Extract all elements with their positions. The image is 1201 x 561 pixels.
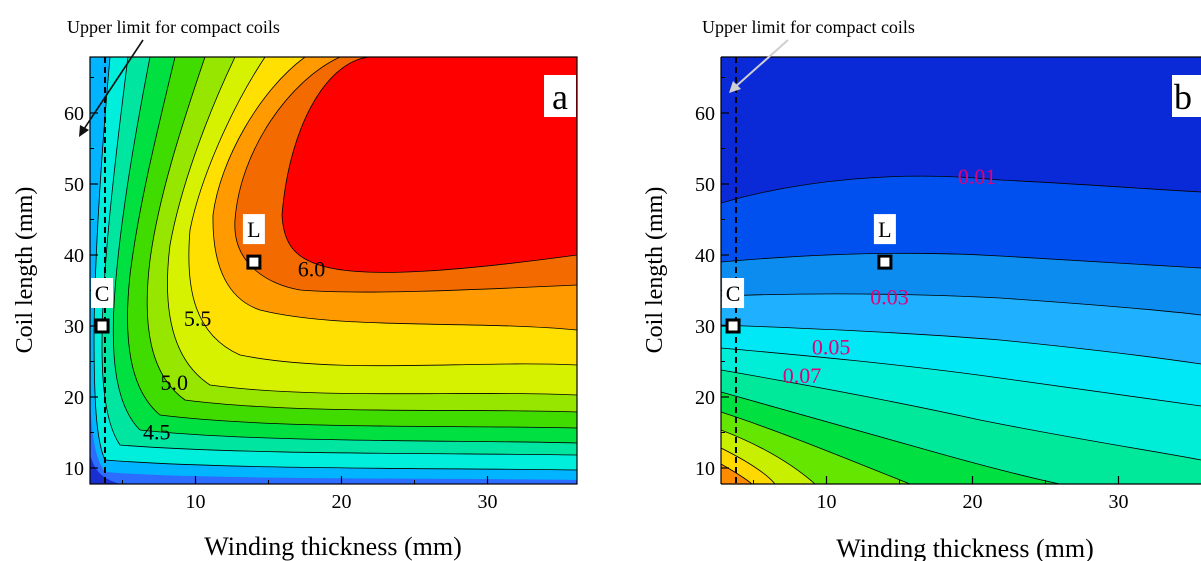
- point-label-box: [722, 278, 745, 308]
- y-tick-label: 30: [64, 316, 84, 338]
- point-label-box: [873, 214, 896, 245]
- panel-b-ticks: [721, 77, 1120, 484]
- panel-b-label-box: [1172, 75, 1201, 117]
- y-tick-label: 50: [64, 174, 84, 196]
- x-tick-label: 10: [186, 491, 206, 513]
- point-label: L: [878, 217, 891, 242]
- y-tick-label: 10: [64, 458, 84, 480]
- panel-a-label-box: [544, 75, 576, 117]
- contour-label: 0.03: [870, 285, 909, 310]
- y-tick-label: 40: [64, 245, 84, 267]
- panel-b-arrowhead: [729, 81, 741, 93]
- contour-label: 4.5: [143, 420, 171, 445]
- y-tick-label: 60: [695, 103, 715, 125]
- y-tick-label: 10: [695, 458, 715, 480]
- x-tick-label: 10: [817, 491, 837, 513]
- point-label-box: [242, 214, 265, 245]
- contour-label: 0.07: [783, 363, 822, 388]
- panel-b: 10 20 30 40 50 60 10 20 30 0.01 0.03 0.05 0.07 C L Wi…: [642, 17, 1201, 561]
- panel-b-annotation-arrow: [733, 39, 789, 89]
- panel-a-overlay: 4.5 5.0 5.5 6.0 C L: [91, 57, 325, 484]
- y-tick-label: 60: [64, 103, 84, 125]
- panel-a-tick-labels: 10 20 30 40 50 60 10 20 30: [64, 103, 498, 513]
- panel-b-panel-label: b: [1174, 77, 1192, 117]
- panel-a-panel-label: a: [552, 77, 568, 117]
- y-tick-label: 50: [695, 174, 715, 196]
- contour-label: 5.0: [160, 370, 188, 395]
- point-label: C: [95, 281, 110, 306]
- panel-b-contour-fill: [721, 57, 1201, 484]
- panel-a-annotation: Upper limit for compact coils: [67, 17, 280, 37]
- point-label: L: [247, 217, 260, 242]
- y-tick-label: 40: [695, 245, 715, 267]
- point-label: C: [726, 281, 741, 306]
- panel-b-annotation: Upper limit for compact coils: [702, 17, 915, 37]
- contour-label: 0.05: [812, 334, 851, 359]
- point-marker: [877, 254, 893, 270]
- contour-label: 0.01: [958, 164, 997, 189]
- y-tick-label: 30: [695, 316, 715, 338]
- panel-a-ylabel: Coil length (mm): [12, 187, 38, 354]
- point-marker: [246, 254, 262, 270]
- panel-b-overlay: 0.01 0.03 0.05 0.07 C L: [722, 57, 996, 484]
- x-tick-label: 20: [332, 491, 352, 513]
- panel-a: 10 20 30 40 50 60 10 20 30 4.5 5.0 5.5 6.0 C L Windin…: [12, 17, 578, 561]
- panel-a-contour-fill: [90, 57, 577, 484]
- point-label-box: [91, 278, 114, 308]
- panel-b-xlabel: Winding thickness (mm): [836, 534, 1093, 561]
- contour-label: 5.5: [184, 306, 212, 331]
- contour-label: 6.0: [298, 256, 326, 281]
- panel-a-arrowhead: [79, 125, 89, 137]
- x-tick-label: 30: [478, 491, 498, 513]
- x-tick-label: 30: [1109, 491, 1129, 513]
- panel-b-ylabel: Coil length (mm): [642, 187, 668, 354]
- x-tick-label: 20: [963, 491, 983, 513]
- point-marker: [94, 318, 110, 334]
- panel-b-tick-labels: 10 20 30 40 50 60 10 20 30: [695, 103, 1129, 513]
- y-tick-label: 20: [695, 387, 715, 409]
- panel-a-xlabel: Winding thickness (mm): [204, 532, 461, 561]
- point-marker: [725, 318, 741, 334]
- y-tick-label: 20: [64, 387, 84, 409]
- panel-a-annotation-arrow: [81, 39, 144, 133]
